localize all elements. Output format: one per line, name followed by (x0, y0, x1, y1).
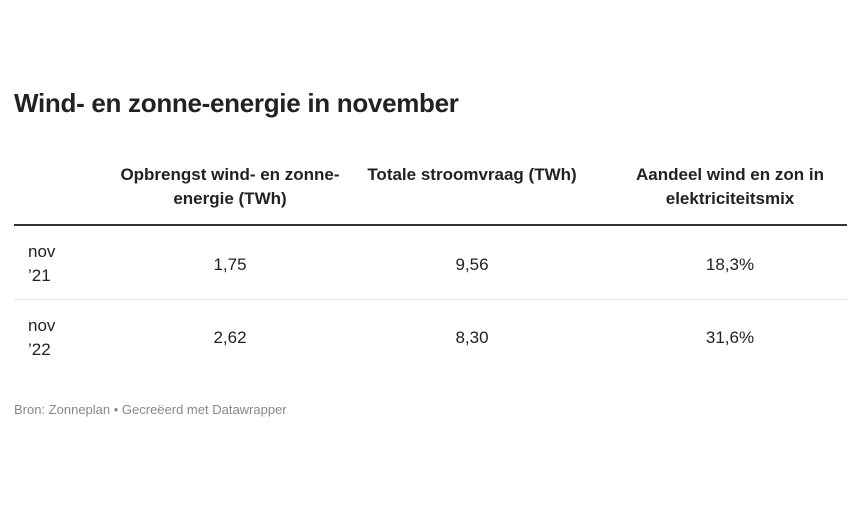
cell: 2,62 (213, 328, 247, 347)
header-rule (14, 224, 847, 226)
source-note: Bron: Zonneplan • Gecreëerd met Datawrap… (14, 402, 287, 417)
column-header: Totale stroomvraag (TWh) (367, 165, 577, 184)
column-header: Opbrengst wind- en zonne-energie (TWh) (120, 165, 340, 208)
cell: 1,75 (213, 255, 247, 274)
cell: 31,6% (705, 328, 755, 347)
column-header: Aandeel wind en zon in elektriciteitsmix (636, 165, 824, 208)
row-label: nov ’22 (28, 316, 56, 359)
cell: 9,56 (455, 255, 489, 274)
cell: 8,30 (455, 328, 489, 347)
row-label: nov ’21 (28, 242, 56, 285)
cell: 18,3% (705, 255, 755, 274)
row-rule (14, 299, 847, 300)
title: Wind- en zonne-energie in november (14, 88, 459, 118)
